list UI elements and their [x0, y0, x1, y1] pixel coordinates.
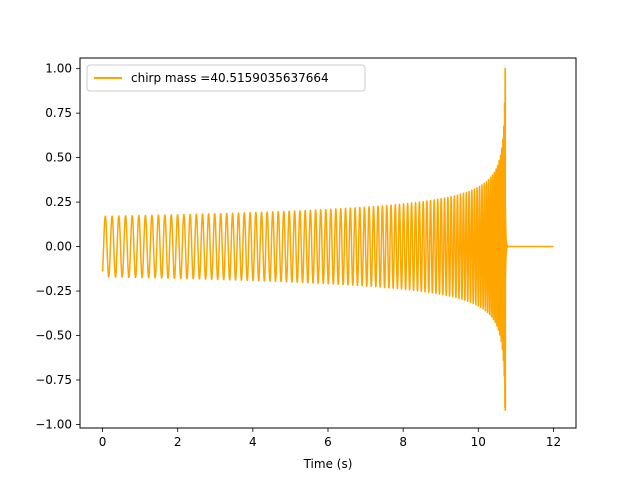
- series-layer: [101, 67, 554, 411]
- y-tick-label: −1.00: [35, 417, 72, 431]
- x-axis: 0 2 4 6 8 10 12: [99, 428, 561, 449]
- y-tick-label: −0.25: [35, 284, 72, 298]
- x-tick-label: 0: [99, 435, 107, 449]
- x-tick-label: 6: [324, 435, 332, 449]
- y-axis: −1.00 −0.75 −0.50 −0.25 0.00 0.25 0.50 0.75 1.00: [35, 62, 80, 431]
- x-tick-label: 10: [471, 435, 486, 449]
- y-tick-label: 0.75: [45, 106, 72, 120]
- legend-box: [86, 64, 366, 92]
- x-tick-label: 4: [249, 435, 257, 449]
- y-tick-label: 0.00: [45, 240, 72, 254]
- y-tick-label: −0.50: [35, 329, 72, 343]
- legend: chirp mass =40.5159035637664: [86, 64, 366, 92]
- x-tick-label: 2: [174, 435, 182, 449]
- y-tick-label: 1.00: [45, 62, 72, 76]
- y-tick-label: 0.50: [45, 151, 72, 165]
- x-tick-label: 12: [546, 435, 561, 449]
- y-tick-label: −0.75: [35, 373, 72, 387]
- y-tick-label: 0.25: [45, 195, 72, 209]
- x-axis-title: Time (s): [303, 457, 353, 471]
- legend-label: chirp mass =40.5159035637664: [131, 71, 329, 85]
- x-tick-label: 8: [399, 435, 407, 449]
- chirp-series-line: [101, 67, 554, 411]
